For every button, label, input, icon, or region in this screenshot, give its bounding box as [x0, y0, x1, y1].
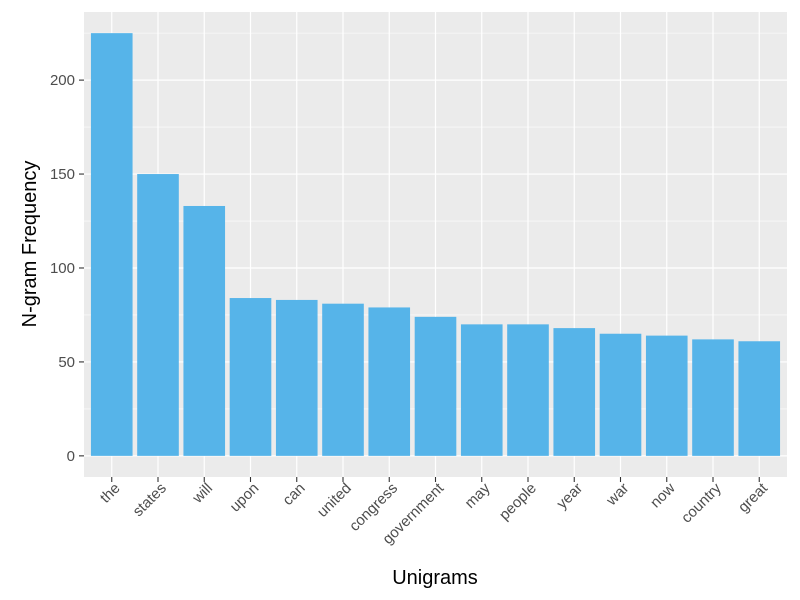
y-axis-ticks: 0 50 100 150 200 — [50, 72, 84, 465]
x-tick-label: states — [130, 480, 170, 520]
x-tick-label: will — [189, 480, 216, 507]
x-tick-label: now — [647, 480, 679, 512]
y-axis-title: N-gram Frequency — [19, 161, 41, 328]
x-axis-title: Unigrams — [392, 567, 478, 589]
x-tick-label: war — [603, 480, 633, 510]
bar-year — [553, 328, 596, 456]
x-tick-label: great — [735, 479, 772, 516]
bar-united — [322, 303, 364, 456]
x-tick-label: country — [678, 479, 725, 526]
y-tick-label: 150 — [50, 166, 75, 183]
bar-country — [692, 339, 734, 456]
x-tick-label: can — [279, 480, 308, 509]
bars — [90, 33, 781, 456]
bar-may — [460, 324, 503, 456]
bar-war — [599, 333, 642, 456]
bar-will — [183, 205, 226, 456]
x-axis-ticks: the states will upon can unitedcongressgovern… — [97, 477, 772, 548]
x-tick-label: people — [496, 480, 540, 524]
x-tick-label: united — [314, 480, 355, 521]
bar-the — [90, 33, 133, 456]
bar-upon — [229, 298, 272, 456]
bar-states — [137, 174, 179, 456]
bar-now — [645, 335, 688, 456]
bar-congress — [368, 307, 411, 456]
x-tick-label: the — [97, 480, 124, 507]
y-tick-label: 0 — [67, 448, 75, 465]
x-tick-label: year — [553, 480, 586, 513]
y-tick-label: 50 — [58, 354, 75, 371]
bar-government — [414, 316, 457, 456]
bar-can — [275, 299, 318, 456]
x-tick-label: may — [462, 479, 494, 511]
y-tick-label: 200 — [50, 72, 75, 89]
x-tick-label: upon — [227, 480, 263, 516]
bar-great — [738, 341, 781, 456]
bar-people — [507, 324, 549, 456]
y-tick-label: 100 — [50, 260, 75, 277]
